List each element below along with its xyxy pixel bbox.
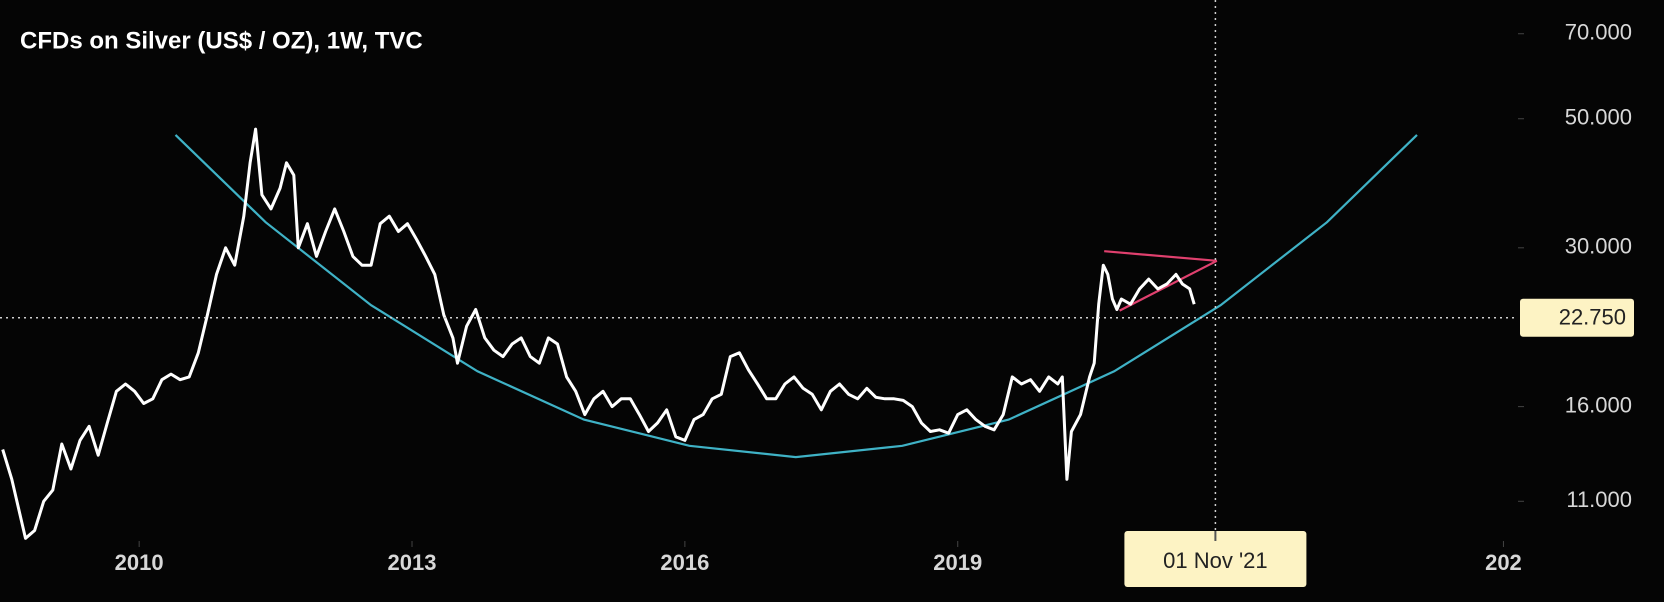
trendline <box>174 134 1418 459</box>
x-tick-label: 2010 <box>115 550 164 575</box>
x-tick-label: 2016 <box>660 550 709 575</box>
trendline <box>1119 259 1218 312</box>
trendline <box>1104 250 1217 262</box>
crosshair-y-label-box <box>1520 298 1634 337</box>
y-tick-label: 50.000 <box>1565 105 1632 130</box>
y-tick-label: 30.000 <box>1565 234 1632 259</box>
crosshair-x-label: 01 Nov '21 <box>1163 548 1268 573</box>
price-line <box>1 127 1196 540</box>
y-tick-label: 11.000 <box>1566 487 1632 512</box>
plot-area <box>1 127 1418 540</box>
crosshair-x-label-box <box>1124 531 1307 587</box>
x-tick-label: 2013 <box>388 550 437 575</box>
crosshair-y-label: 22.750 <box>1559 305 1626 330</box>
x-tick-label: 202 <box>1485 550 1522 575</box>
y-tick-label: 70.000 <box>1565 20 1632 45</box>
x-tick-label: 2019 <box>933 550 982 575</box>
y-tick-label: 16.000 <box>1565 392 1632 417</box>
chart-title: CFDs on Silver (US$ / OZ), 1W, TVC <box>20 27 423 54</box>
